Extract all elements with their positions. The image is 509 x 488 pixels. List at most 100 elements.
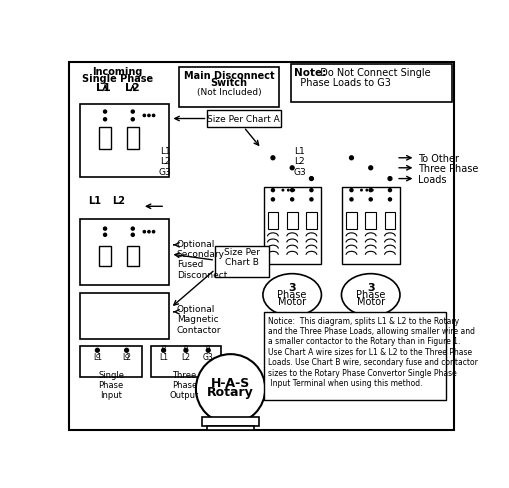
Bar [126, 128, 138, 149]
Ellipse shape [341, 274, 399, 316]
Bar [364, 212, 375, 229]
Circle shape [309, 189, 313, 192]
Text: L2: L2 [181, 352, 190, 361]
Text: Optional
Magnetic
Contactor: Optional Magnetic Contactor [176, 305, 221, 334]
Text: Size Per Chart A: Size Per Chart A [207, 115, 279, 124]
Bar [286, 212, 297, 229]
Text: Optional
Secondary
Fused
Disconnect: Optional Secondary Fused Disconnect [176, 239, 227, 279]
Bar [80, 104, 168, 178]
Bar [384, 212, 394, 229]
Bar [263, 188, 321, 264]
Text: L1: L1 [294, 147, 305, 156]
Circle shape [349, 157, 353, 161]
Circle shape [103, 119, 106, 122]
Bar [202, 417, 259, 426]
Text: o: o [124, 352, 128, 358]
Text: L1: L1 [159, 147, 170, 156]
Bar [215, 247, 269, 278]
Text: Motor: Motor [356, 296, 384, 306]
Text: Switch: Switch [210, 78, 247, 88]
Circle shape [290, 189, 293, 192]
Bar [99, 247, 111, 266]
Circle shape [369, 189, 372, 192]
Text: Phase: Phase [355, 289, 385, 300]
Circle shape [360, 190, 361, 191]
Circle shape [371, 190, 372, 191]
Circle shape [152, 115, 154, 117]
Text: o: o [206, 343, 210, 349]
Text: Single
Phase
Input: Single Phase Input [98, 370, 124, 400]
Circle shape [271, 199, 274, 202]
Bar [267, 212, 278, 229]
Text: 3: 3 [366, 283, 374, 292]
Circle shape [131, 234, 134, 237]
Text: Notice:  This diagram, splits L1 & L2 to the Rotary
and the Three Phase Loads, a: Notice: This diagram, splits L1 & L2 to … [267, 316, 476, 387]
Circle shape [103, 111, 106, 114]
Text: Note:: Note: [294, 68, 326, 78]
Circle shape [131, 227, 134, 231]
Text: To Other: To Other [417, 153, 458, 163]
Bar [305, 212, 316, 229]
Bar [263, 312, 445, 401]
Bar [80, 220, 168, 285]
Circle shape [349, 189, 352, 192]
Text: Do Not Connect Single: Do Not Connect Single [313, 68, 430, 78]
Circle shape [184, 348, 187, 352]
Circle shape [349, 199, 352, 202]
Circle shape [388, 189, 391, 192]
Bar [346, 212, 356, 229]
Circle shape [368, 166, 372, 170]
Text: G3: G3 [203, 352, 213, 361]
Bar [342, 188, 399, 264]
Text: H-A-S: H-A-S [211, 376, 250, 389]
Circle shape [287, 190, 289, 191]
Circle shape [387, 177, 391, 181]
Bar [207, 111, 280, 128]
Circle shape [148, 115, 150, 117]
Text: 3: 3 [288, 283, 295, 292]
Circle shape [131, 111, 134, 114]
Text: L2: L2 [159, 157, 170, 166]
Text: L2: L2 [112, 196, 125, 206]
Ellipse shape [263, 274, 321, 316]
Circle shape [161, 348, 165, 352]
Circle shape [143, 115, 145, 117]
Circle shape [270, 157, 274, 161]
Circle shape [131, 119, 134, 122]
Circle shape [143, 231, 145, 233]
Text: Three Phase: Three Phase [417, 163, 477, 173]
Circle shape [148, 231, 150, 233]
Text: L2: L2 [124, 83, 139, 93]
Bar [99, 128, 111, 149]
Bar [80, 346, 142, 377]
Circle shape [290, 199, 293, 202]
Bar [179, 68, 278, 108]
Circle shape [309, 199, 313, 202]
Circle shape [290, 166, 294, 170]
Text: Size Per
Chart B: Size Per Chart B [223, 247, 260, 266]
Text: o: o [95, 352, 99, 358]
Text: G3: G3 [158, 168, 171, 177]
Circle shape [309, 177, 313, 181]
Text: Rotary: Rotary [207, 386, 253, 399]
Text: L2: L2 [122, 352, 131, 361]
Circle shape [369, 199, 372, 202]
Text: L2: L2 [294, 157, 304, 166]
Text: L1: L1 [96, 83, 110, 93]
Text: Main Disconnect: Main Disconnect [183, 70, 274, 81]
Bar [207, 426, 253, 430]
Circle shape [103, 227, 106, 231]
Circle shape [388, 199, 391, 202]
Text: Single Phase: Single Phase [81, 74, 153, 84]
Text: Three
Phase
Output: Three Phase Output [169, 370, 199, 400]
Circle shape [95, 348, 99, 352]
Circle shape [271, 189, 274, 192]
Bar [151, 346, 220, 377]
Text: L1: L1 [88, 196, 101, 206]
Text: o: o [161, 343, 165, 349]
Bar [80, 293, 168, 339]
Text: Incoming: Incoming [92, 67, 143, 77]
Text: (Not Included): (Not Included) [196, 88, 261, 97]
Bar [126, 247, 138, 266]
Text: Loads: Loads [417, 174, 445, 184]
